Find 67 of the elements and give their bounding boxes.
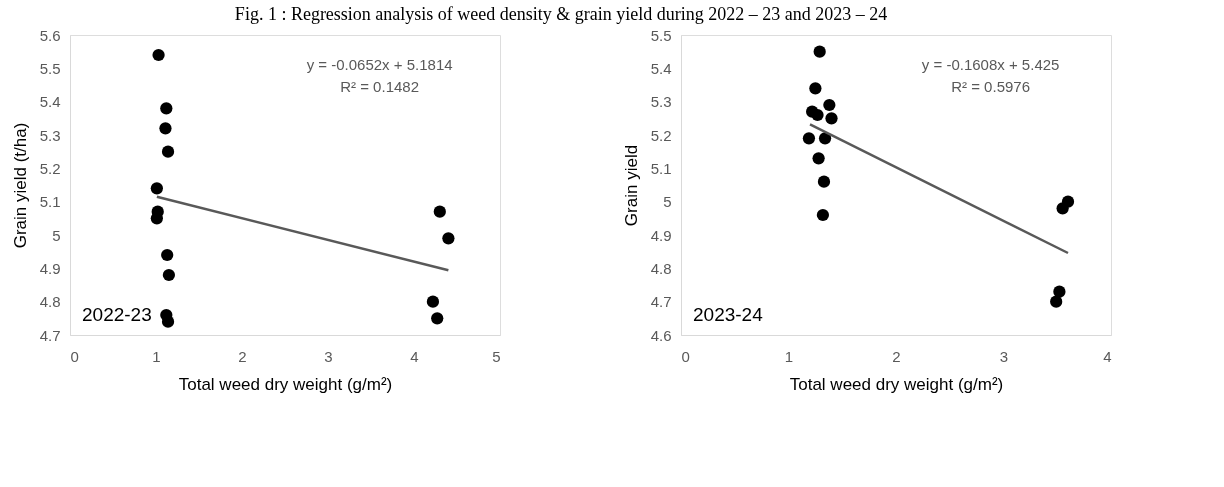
point bbox=[809, 82, 822, 95]
point bbox=[161, 248, 174, 262]
annotation: 2022-23 bbox=[82, 304, 152, 325]
point bbox=[812, 152, 825, 165]
point bbox=[813, 45, 826, 58]
y-tick-label: 5.4 bbox=[39, 93, 61, 111]
annotation: 2023-24 bbox=[693, 304, 764, 325]
y-tick-label: 5.6 bbox=[39, 26, 61, 44]
y-tick-label: 5 bbox=[663, 193, 672, 211]
y-tick-label: 5.3 bbox=[650, 93, 672, 111]
point bbox=[811, 108, 824, 122]
point bbox=[823, 98, 836, 112]
annotation: R² = 0.5976 bbox=[951, 78, 1031, 95]
x-axis-title: Total weed dry weight (g/m²) bbox=[789, 374, 1004, 394]
y-tick-label: 4.9 bbox=[650, 226, 672, 244]
point bbox=[802, 132, 816, 145]
x-tick-label: 3 bbox=[999, 347, 1009, 365]
x-tick-label: 3 bbox=[324, 347, 333, 365]
y-axis-title: Grain yield (t/ha) bbox=[10, 122, 30, 249]
x-tick-label: 0 bbox=[681, 347, 690, 365]
point bbox=[816, 208, 830, 222]
y-tick-label: 5 bbox=[52, 226, 61, 244]
point bbox=[161, 145, 175, 158]
text: Fig. 1 : Regression analysis of weed density & grain yield during 2022 – 23 and 2023 – 24 bbox=[234, 3, 888, 24]
point bbox=[442, 232, 455, 245]
x-tick-label: 5 bbox=[492, 347, 501, 365]
y-tick-label: 4.6 bbox=[650, 326, 672, 344]
y-tick-label: 5.2 bbox=[39, 159, 61, 177]
point bbox=[152, 48, 165, 62]
point bbox=[161, 315, 175, 328]
point bbox=[818, 132, 832, 145]
annotation: y = -0.0652x + 5.1814 bbox=[306, 56, 453, 73]
x-tick-label: 1 bbox=[152, 347, 161, 365]
x-tick-label: 0 bbox=[70, 347, 79, 365]
point bbox=[150, 182, 163, 195]
y-tick-label: 4.7 bbox=[650, 293, 672, 311]
point bbox=[1061, 195, 1075, 208]
point bbox=[825, 112, 838, 125]
y-tick-label: 4.7 bbox=[39, 326, 61, 344]
y-tick-label: 4.8 bbox=[39, 293, 61, 311]
y-tick-label: 5.1 bbox=[39, 193, 61, 211]
y-tick-label: 5.5 bbox=[650, 26, 672, 44]
point bbox=[433, 205, 446, 218]
y-tick-label: 5.5 bbox=[39, 59, 61, 77]
y-tick-label: 5.3 bbox=[39, 126, 61, 144]
point bbox=[1053, 285, 1066, 298]
annotation: y = -0.1608x + 5.425 bbox=[921, 56, 1060, 73]
y-tick-label: 5.2 bbox=[650, 126, 672, 144]
point bbox=[159, 122, 172, 135]
point bbox=[817, 175, 831, 188]
x-tick-label: 2 bbox=[238, 347, 247, 365]
annotation: R² = 0.1482 bbox=[340, 78, 420, 95]
y-tick-label: 5.4 bbox=[650, 59, 672, 77]
y-tick-label: 4.9 bbox=[39, 259, 61, 277]
point bbox=[426, 295, 440, 308]
y-axis-title: Grain yield bbox=[621, 144, 641, 227]
x-tick-label: 4 bbox=[1103, 347, 1112, 365]
y-tick-label: 4.8 bbox=[650, 259, 672, 277]
y-tick-label: 5.1 bbox=[650, 159, 672, 177]
x-axis-title: Total weed dry weight (g/m²) bbox=[178, 374, 393, 394]
point bbox=[1050, 295, 1063, 308]
x-tick-label: 1 bbox=[784, 347, 794, 365]
x-tick-label: 2 bbox=[892, 347, 901, 365]
point bbox=[162, 268, 176, 282]
point bbox=[431, 312, 444, 325]
point bbox=[160, 102, 173, 115]
x-tick-label: 4 bbox=[410, 347, 419, 365]
